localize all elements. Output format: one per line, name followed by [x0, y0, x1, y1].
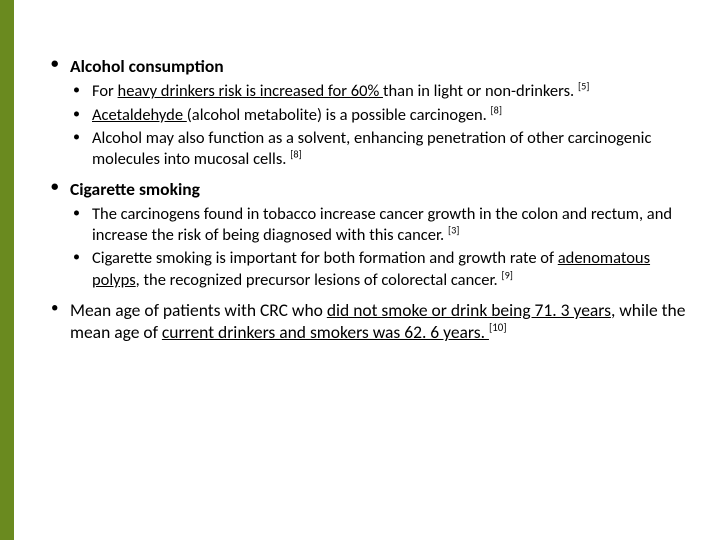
underline-text: did not smoke or drink being 71. 3 years: [327, 299, 611, 321]
accent-bar: [0, 0, 14, 540]
reference: [8]: [290, 147, 301, 160]
underline-text: heavy drinkers risk is increased for 60%: [118, 81, 383, 101]
text: than in light or non-drinkers.: [383, 81, 578, 101]
reference: [9]: [501, 268, 512, 281]
underline-text: current drinkers and smokers was 62. 6 y…: [162, 321, 489, 343]
text: Alcohol may also function as a solvent, …: [92, 128, 651, 169]
text: Cigarette smoking is important for both …: [92, 248, 558, 268]
underline-text: Acetaldehyde: [92, 105, 187, 125]
section-cigarette: Cigarette smoking The carcinogens found …: [48, 178, 688, 291]
text: , the recognized precursor lesions of co…: [136, 270, 502, 290]
alcohol-bullet-1: For heavy drinkers risk is increased for…: [70, 81, 688, 102]
reference: [10]: [489, 321, 507, 334]
text: The carcinogens found in tobacco increas…: [92, 204, 672, 245]
text: (alcohol metabolite) is a possible carci…: [187, 105, 491, 125]
text: Mean age of patients with CRC who: [70, 299, 327, 321]
reference: [3]: [448, 224, 459, 237]
reference: [5]: [578, 80, 589, 93]
alcohol-bullet-3: Alcohol may also function as a solvent, …: [70, 128, 688, 170]
heading-alcohol: Alcohol consumption: [48, 55, 688, 77]
heading-cigarette: Cigarette smoking: [48, 178, 688, 200]
text: For: [92, 81, 118, 101]
alcohol-bullet-2: Acetaldehyde (alcohol metabolite) is a p…: [70, 105, 688, 126]
section-alcohol: Alcohol consumption For heavy drinkers r…: [48, 55, 688, 170]
cigarette-bullet-1: The carcinogens found in tobacco increas…: [70, 204, 688, 246]
meanage-bullet: Mean age of patients with CRC who did no…: [48, 299, 688, 344]
slide-content: Alcohol consumption For heavy drinkers r…: [48, 55, 688, 347]
cigarette-bullet-2: Cigarette smoking is important for both …: [70, 248, 688, 290]
reference: [8]: [491, 103, 502, 116]
